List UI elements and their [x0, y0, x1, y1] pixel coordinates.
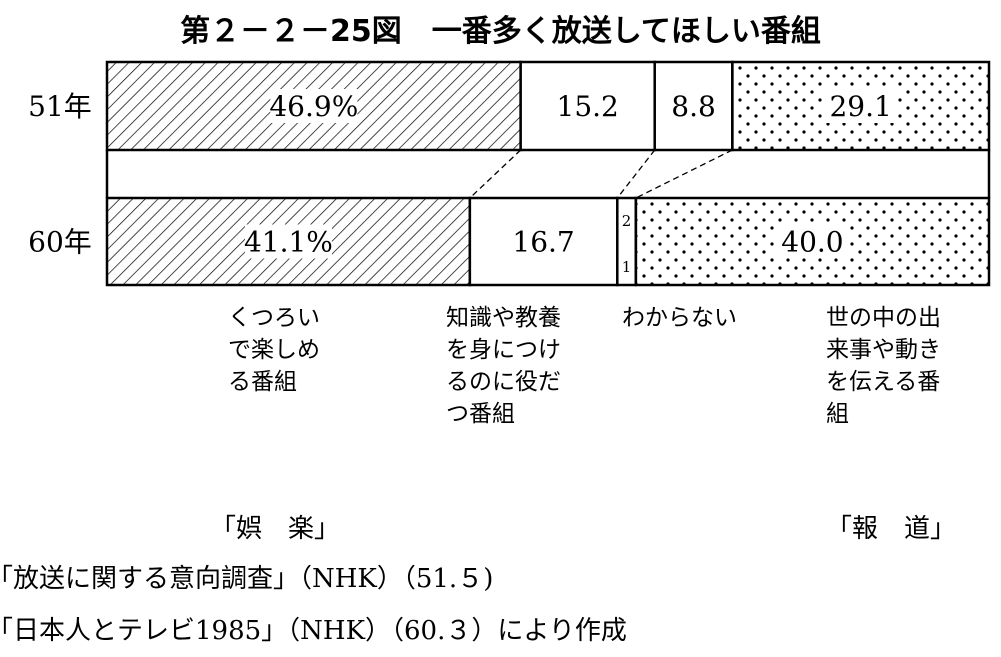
chart-title: 第２－２－25図 一番多く放送してほしい番組 [180, 14, 821, 49]
legend-news: 世の中の出 来事や動き を伝える番 組 [826, 305, 941, 427]
category-label: 60年 [28, 226, 92, 259]
bar-segment [519, 60, 656, 152]
group-label-news: 「報 道」 [826, 514, 957, 544]
group-label-entertainment: 「娯 楽」 [210, 514, 341, 544]
data-label: 8.8 [671, 90, 716, 123]
data-label: 29.1 [829, 90, 891, 123]
data-label-background [244, 224, 332, 259]
bar-segment [653, 60, 734, 152]
connector-line [469, 149, 522, 199]
legend-dont-know: わからない [622, 305, 737, 331]
data-label: 15.2 [557, 90, 619, 123]
legend-entertainment: くつろい で楽しめ る番組 [228, 305, 320, 395]
data-label: 1 [622, 258, 632, 276]
connector-line [616, 149, 656, 199]
data-label-background [776, 224, 849, 259]
data-label-background [270, 89, 358, 123]
data-label: 16.7 [512, 226, 574, 259]
source-line-1: ｢放送に関する意向調査」（NHK）（51.５) [0, 564, 494, 594]
source-line-2: ｢日本人とテレビ1985」（NHK）（60.３）により作成 [0, 616, 627, 646]
legend-education: 知識や教養 を身につけ るのに役だ つ番組 [446, 305, 561, 427]
data-label: 41.1% [244, 226, 333, 259]
category-label: 51年 [28, 90, 92, 123]
connector-line [635, 149, 733, 199]
data-label: 46.9% [269, 90, 358, 123]
data-label: 40.0 [781, 226, 843, 259]
data-label: 2 [622, 212, 632, 230]
data-label-background [824, 89, 897, 123]
